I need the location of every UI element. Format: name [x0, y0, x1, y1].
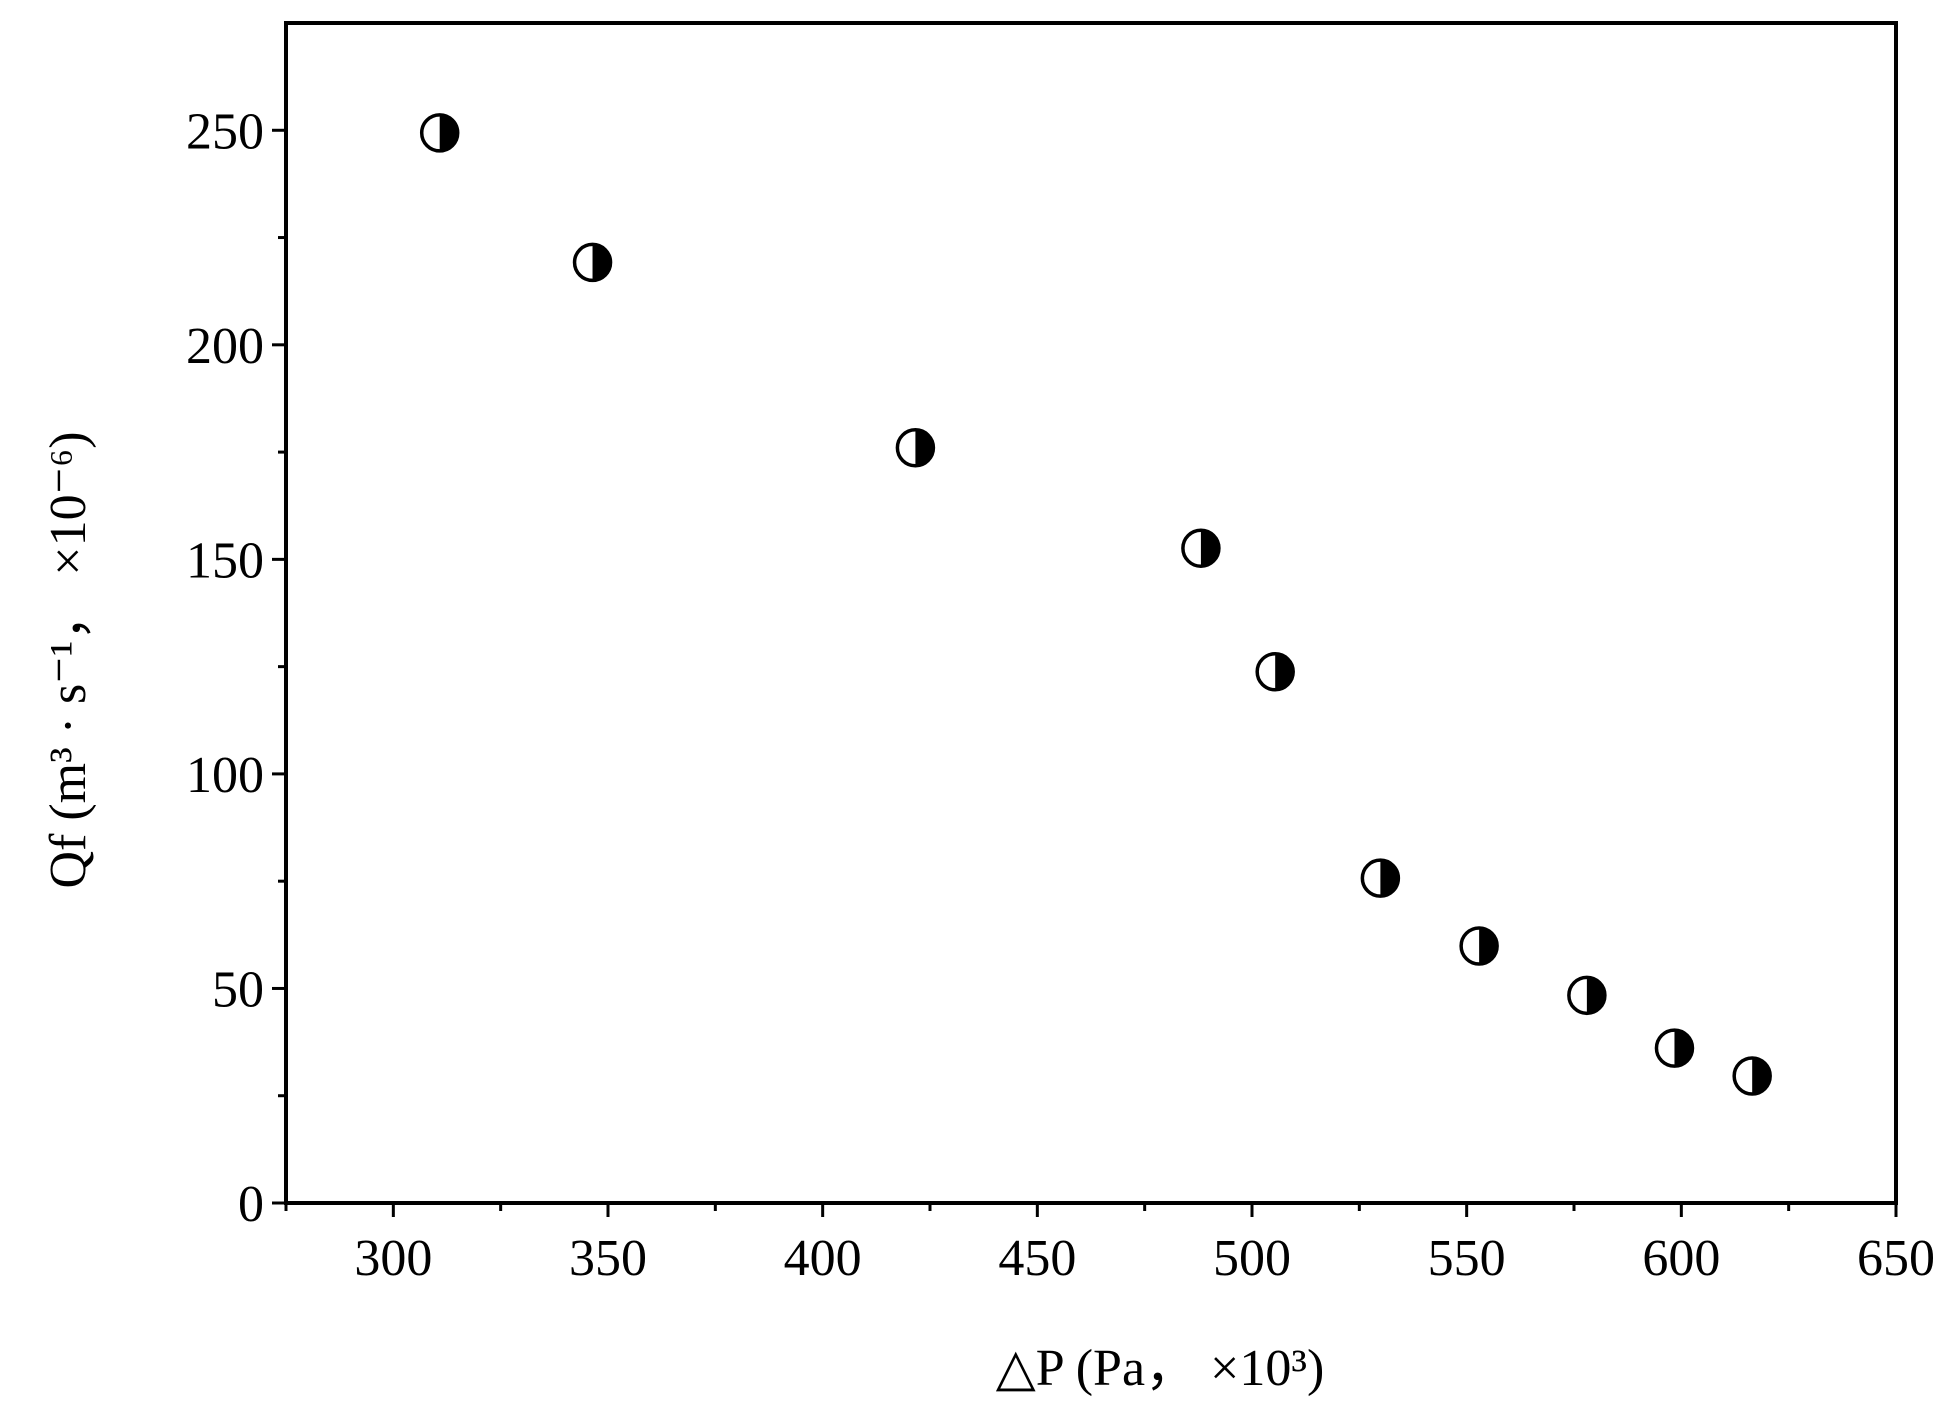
- point: [1255, 652, 1295, 692]
- y-tick-label: 50: [212, 961, 264, 1018]
- y-tick-label: 150: [186, 532, 264, 589]
- x-axis-label: △P (Pa， ×10³): [996, 1340, 1325, 1397]
- point: [572, 242, 613, 283]
- point-half: [439, 114, 458, 151]
- point-half: [915, 429, 934, 466]
- point: [895, 428, 936, 468]
- y-tick-label: 200: [186, 318, 264, 375]
- point: [1360, 858, 1401, 898]
- x-tick-label: 400: [784, 1230, 862, 1287]
- x-tick-label: 600: [1642, 1230, 1720, 1287]
- point: [1459, 926, 1499, 966]
- y-axis-label: Qf (m³ · s⁻¹， ×10⁻⁶): [40, 431, 97, 888]
- point-half: [1752, 1057, 1771, 1094]
- x-tick-label: 500: [1213, 1230, 1291, 1287]
- point: [1567, 975, 1607, 1016]
- point-half: [1200, 530, 1219, 567]
- point-half: [592, 244, 611, 281]
- point-half: [1674, 1030, 1693, 1067]
- y-tick-label: 100: [186, 747, 264, 804]
- plot-frame: [284, 21, 1898, 1205]
- x-tick-label: 350: [569, 1230, 647, 1287]
- point-half: [1275, 653, 1294, 690]
- point: [419, 113, 460, 153]
- x-tick-label: 550: [1428, 1230, 1506, 1287]
- point-half: [1479, 927, 1498, 964]
- y-tick-label: 250: [186, 103, 264, 160]
- x-tick-label: 300: [354, 1230, 432, 1287]
- point: [1181, 528, 1221, 568]
- point: [1654, 1028, 1695, 1068]
- point-half: [1586, 977, 1605, 1014]
- x-tick-label: 650: [1857, 1230, 1935, 1287]
- y-tick-label: 0: [238, 1176, 264, 1233]
- point: [1732, 1056, 1772, 1096]
- x-tick-label: 450: [998, 1230, 1076, 1287]
- point-half: [1380, 860, 1399, 897]
